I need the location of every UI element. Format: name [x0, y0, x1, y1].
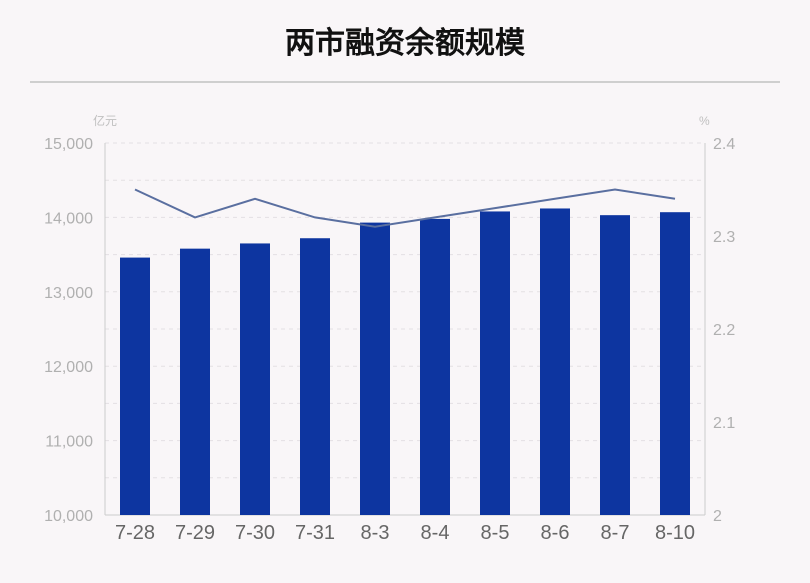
- x-tick-label: 8-4: [421, 522, 450, 544]
- right-tick-label: 2: [713, 508, 722, 525]
- bar: [360, 222, 390, 515]
- x-tick-label: 8-10: [655, 522, 695, 544]
- x-tick-label: 8-6: [541, 522, 570, 544]
- left-tick-label: 13,000: [44, 285, 93, 302]
- bar: [600, 215, 630, 515]
- bar: [660, 212, 690, 515]
- left-tick-label: 12,000: [44, 359, 93, 376]
- ratio-line: [134, 188, 676, 228]
- x-tick-label: 7-30: [235, 522, 275, 544]
- right-axis-unit: %: [699, 114, 710, 128]
- bar: [120, 257, 150, 515]
- bar: [480, 211, 510, 515]
- right-tick-label: 2.2: [713, 322, 735, 339]
- left-tick-label: 14,000: [44, 210, 93, 227]
- x-tick-label: 8-5: [481, 522, 510, 544]
- left-axis-unit: 亿元: [93, 113, 117, 128]
- bar: [420, 218, 450, 515]
- left-tick-label: 11,000: [45, 434, 93, 451]
- right-tick-label: 2.3: [713, 229, 735, 246]
- x-tick-label: 8-3: [361, 522, 390, 544]
- left-tick-label: 10,000: [44, 508, 93, 525]
- bar: [540, 208, 570, 516]
- x-tick-label: 8-7: [601, 522, 630, 544]
- bar: [180, 248, 210, 515]
- x-tick-label: 7-29: [175, 522, 215, 544]
- left-tick-label: 15,000: [44, 136, 93, 153]
- chart-title: 两市融资余额规模: [285, 26, 525, 61]
- x-tick-label: 7-31: [295, 522, 335, 544]
- title-divider: [30, 81, 780, 83]
- bar: [300, 238, 330, 515]
- x-tick-label: 7-28: [115, 522, 155, 544]
- bar: [240, 243, 270, 515]
- right-tick-label: 2.1: [713, 415, 735, 432]
- right-tick-label: 2.4: [713, 136, 735, 153]
